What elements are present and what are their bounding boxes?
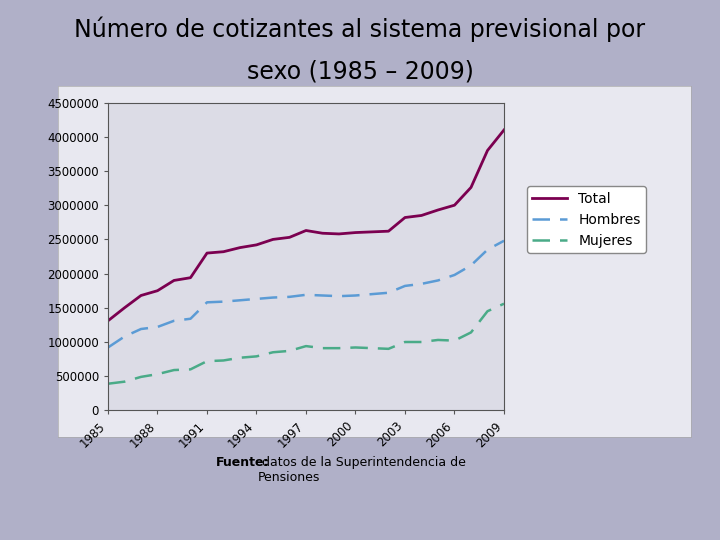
Total [170,277,179,284]
Total [137,292,145,299]
Line: Mujeres: Mujeres [108,303,504,384]
Legend: Total, Hombres, Mujeres: Total, Hombres, Mujeres [527,186,646,253]
Mujeres [433,337,442,343]
Mujeres [368,345,377,352]
Hombres [467,262,475,268]
Mujeres [483,308,492,314]
Hombres [433,277,442,284]
Hombres [483,246,492,253]
Total [335,231,343,237]
Hombres [202,299,211,306]
Mujeres [467,329,475,336]
Mujeres [104,381,112,387]
Mujeres [417,339,426,345]
Hombres [269,294,277,301]
Hombres [318,292,327,299]
Total [467,184,475,191]
Total [302,227,310,234]
Text: datos de la Superintendencia de
Pensiones: datos de la Superintendencia de Pensione… [258,456,466,484]
Total [384,228,393,234]
Hombres [302,292,310,298]
Hombres [500,238,508,244]
Mujeres [400,339,409,345]
Total [235,245,244,251]
Hombres [450,272,459,278]
Hombres [368,291,377,298]
Hombres [252,296,261,302]
Line: Hombres: Hombres [108,241,504,347]
Total [400,214,409,221]
Hombres [285,294,294,300]
Mujeres [170,367,179,373]
Total [252,241,261,248]
Hombres [186,315,195,322]
Text: sexo (1985 – 2009): sexo (1985 – 2009) [246,59,474,83]
Mujeres [153,371,162,377]
Hombres [400,282,409,289]
Mujeres [302,343,310,349]
Line: Total: Total [108,130,504,321]
Hombres [170,318,179,324]
Mujeres [252,353,261,360]
Total [318,230,327,237]
Hombres [104,344,112,350]
Total [285,234,294,241]
Text: Número de cotizantes al sistema previsional por: Número de cotizantes al sistema previsio… [74,16,646,42]
Hombres [335,293,343,299]
Total [417,212,426,219]
Text: Fuente:: Fuente: [216,456,269,469]
Total [202,250,211,256]
Hombres [384,289,393,296]
Total [500,127,508,133]
Total [104,318,112,324]
Mujeres [450,338,459,344]
Total [433,207,442,213]
Mujeres [202,358,211,365]
Total [368,228,377,235]
Mujeres [384,346,393,352]
Mujeres [269,349,277,355]
Mujeres [186,366,195,373]
Mujeres [285,348,294,354]
Mujeres [500,300,508,307]
Hombres [219,299,228,305]
Hombres [120,333,129,340]
Hombres [153,323,162,330]
Hombres [235,297,244,303]
Mujeres [318,345,327,352]
Hombres [137,326,145,332]
Mujeres [120,379,129,385]
Mujeres [235,354,244,361]
Total [219,248,228,255]
Total [450,202,459,208]
Mujeres [335,345,343,352]
Mujeres [137,374,145,380]
Total [483,147,492,154]
Total [351,230,360,236]
Hombres [417,281,426,287]
Total [120,305,129,311]
Total [186,274,195,281]
Mujeres [351,344,360,350]
Mujeres [219,357,228,364]
Total [153,287,162,294]
Total [269,236,277,242]
Hombres [351,292,360,299]
